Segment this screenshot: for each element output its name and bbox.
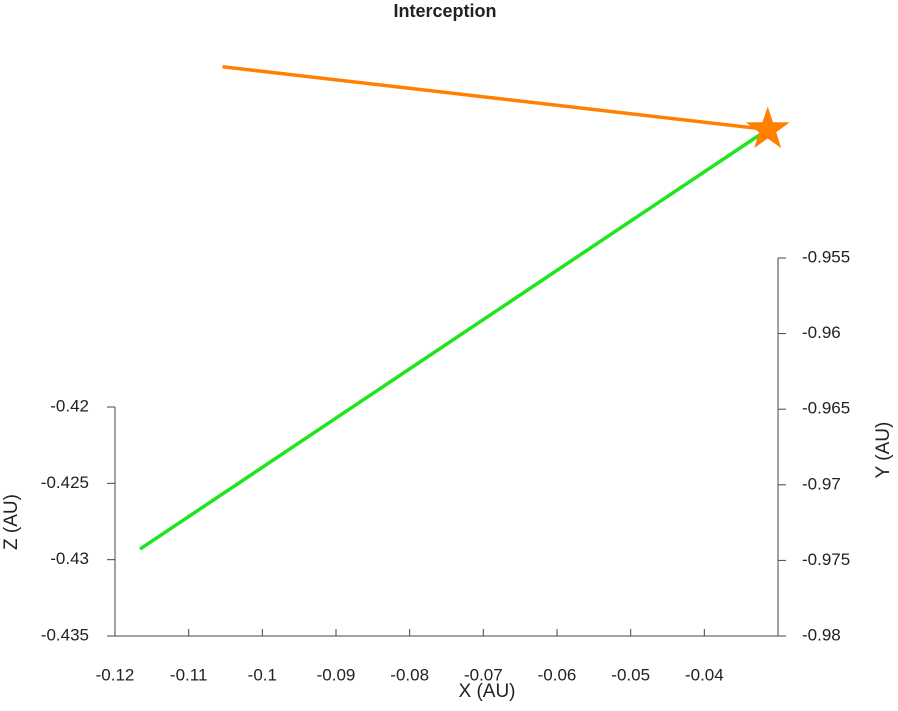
line	[222, 65, 768, 132]
y-tick-label: -0.97	[802, 474, 841, 493]
star-marker	[745, 106, 790, 149]
y-tick-label: -0.965	[802, 399, 850, 418]
x-tick-label: -0.09	[317, 665, 356, 684]
y-axis-label: Y (AU)	[873, 422, 894, 479]
x-tick-label: -0.07	[464, 665, 503, 684]
z-tick-label: -0.42	[50, 396, 89, 415]
z-tick-label: -0.425	[41, 473, 89, 492]
x-axis-label: X (AU)	[459, 681, 516, 702]
x-tick-label: -0.1	[248, 665, 277, 684]
y-tick-label: -0.98	[802, 625, 841, 644]
line	[139, 128, 769, 551]
x-tick-label: -0.08	[390, 665, 429, 684]
x-tick-label: -0.12	[96, 665, 135, 684]
y-tick-label: -0.96	[802, 323, 841, 342]
z-tick-label: -0.435	[41, 625, 89, 644]
z-tick-label: -0.43	[50, 549, 89, 568]
y-tick-label: -0.955	[802, 247, 850, 266]
x-tick-label: -0.05	[611, 665, 650, 684]
x-tick-label: -0.06	[538, 665, 577, 684]
x-tick-label: -0.11	[170, 665, 208, 684]
z-axis-label: Z (AU)	[1, 494, 22, 550]
x-tick-label: -0.04	[685, 665, 724, 684]
chart-title: Interception	[393, 1, 496, 21]
y-tick-label: -0.975	[802, 550, 850, 569]
